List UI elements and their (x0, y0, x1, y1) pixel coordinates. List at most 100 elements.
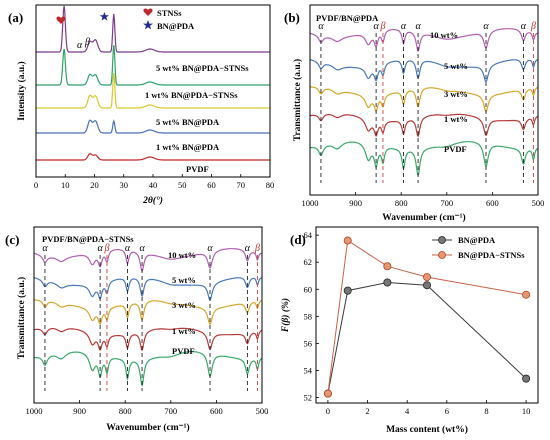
data-point (523, 375, 530, 382)
band-mark-label: β (379, 21, 385, 32)
x-tick-label: 1000 (26, 406, 43, 416)
panel-a-peak-markers: α β (56, 12, 109, 51)
panel-a-beta: β (84, 37, 90, 48)
panel-d-ylabel: F(β) (%) (280, 298, 291, 333)
x-tick-label: 40 (149, 180, 158, 190)
x-tick-label: 60 (207, 180, 216, 190)
panel-b-label-s3: 3 wt% (444, 89, 468, 99)
data-point (384, 279, 391, 286)
band-mark-label: α (207, 243, 213, 254)
panel-a-legend-stnss: STNSs (157, 8, 182, 18)
panel-a-xlabel: 2θ(°) (142, 195, 163, 206)
panel-c-ylabel: Transmittance (a.u.) (16, 277, 27, 359)
panel-a-legend-bnpda: BN@PDA (157, 21, 195, 31)
panel-c-xticks: 1000 900 800 700 600 500 (26, 400, 269, 416)
x-tick-label: 900 (73, 406, 86, 416)
panel-a-legend: STNSs BN@PDA (143, 8, 195, 31)
series-line (36, 154, 269, 160)
x-tick-label: 1000 (302, 198, 319, 208)
panel-c-label-s2: 5 wt% (172, 275, 196, 285)
data-point (423, 282, 430, 289)
data-point (324, 390, 331, 397)
star-icon (100, 12, 109, 21)
panel-a-label: (a) (8, 10, 23, 25)
y-tick-label: 52 (304, 393, 313, 403)
panel-b-label-s1: 10 wt% (430, 30, 458, 40)
band-mark-label: α (318, 21, 324, 32)
x-tick-label: 20 (90, 180, 99, 190)
data-point (523, 291, 530, 298)
panel-a-label-s1: 5 wt% BN@PDA−STNSs (156, 63, 249, 73)
x-tick-label: 50 (178, 180, 187, 190)
panel-a-label-s2: 1 wt% BN@PDA−STNSs (145, 90, 238, 100)
series-line (310, 29, 538, 51)
series-line (36, 6, 269, 52)
x-tick-label: 800 (395, 198, 408, 208)
panel-d-legend-s2: BN@PDA−STNSs (458, 250, 525, 260)
x-tick-label: 6 (445, 406, 449, 416)
band-mark-label: α (401, 21, 407, 32)
panel-b-label-s5: PVDF (444, 144, 467, 154)
band-mark-label: β (254, 243, 260, 254)
panel-a-alpha: α (77, 40, 83, 51)
panel-a-label-s3: 5 wt% BN@PDA (156, 117, 220, 127)
x-tick-label: 500 (532, 198, 545, 208)
panel-a-ylabel: Intensity (a.u.) (16, 61, 27, 120)
panel-c-series-labels: 10 wt% 5 wt% 3 wt% 1 wt% PVDF (168, 250, 196, 356)
x-tick-label: 0 (34, 180, 38, 190)
panel-a-data (36, 6, 269, 160)
panel-d-data (324, 237, 529, 397)
series-line (34, 328, 262, 350)
panel-b-data (310, 29, 538, 176)
x-tick-label: 600 (486, 198, 499, 208)
series-line (34, 352, 262, 386)
band-mark-label: α (483, 21, 489, 32)
series-line (34, 249, 262, 271)
x-tick-label: 600 (210, 406, 223, 416)
y-tick-label: 54 (304, 366, 313, 376)
legend-marker-bnpda-stnss (439, 252, 446, 259)
y-tick-label: 56 (304, 338, 313, 348)
band-mark-label: α (139, 243, 145, 254)
panel-b-title: PVDF/BN@PDA (316, 13, 379, 23)
x-tick-label: 70 (237, 180, 246, 190)
x-tick-label: 800 (119, 406, 132, 416)
x-tick-label: 4 (405, 406, 410, 416)
panel-b-label-s2: 5 wt% (444, 61, 468, 71)
band-mark-label: α (42, 243, 48, 254)
series-line (310, 87, 538, 111)
band-mark-label: α (97, 243, 103, 254)
panel-c-data (34, 249, 262, 386)
panel-c-label-s1: 10 wt% (168, 250, 196, 260)
band-mark-label: α (415, 21, 421, 32)
panel-b-ftir: (b) PVDF/BN@PDA Transmittance (a.u.) Wav… (284, 5, 544, 223)
panel-a-xrd: (a) Intensity (a.u.) 2θ(°) 0 10 20 30 40 50 60… (8, 5, 274, 206)
x-tick-label: 700 (440, 198, 453, 208)
series-line (310, 142, 538, 176)
series-line (34, 278, 262, 300)
x-tick-label: 900 (349, 198, 362, 208)
band-mark-label: α (373, 21, 379, 32)
star-icon (143, 20, 153, 29)
series-line (34, 300, 262, 324)
panel-a-label-s4: 1 wt% BN@PDA (156, 142, 220, 152)
panel-c-frame (34, 227, 262, 403)
band-mark-label: α (521, 21, 527, 32)
panel-c-label-s4: 1 wt% (172, 326, 196, 336)
legend-marker-bnpda (439, 237, 446, 244)
panel-c-xlabel: Wavenumber (cm⁻¹) (106, 422, 189, 433)
panel-b-label: (b) (284, 10, 300, 25)
y-tick-label: 62 (304, 257, 313, 267)
data-point (344, 237, 351, 244)
panel-d-xlabel: Mass content (wt%) (386, 424, 468, 435)
data-point (384, 263, 391, 270)
band-mark-label: α (245, 243, 251, 254)
y-tick-label: 58 (304, 311, 313, 321)
series-line (36, 120, 269, 133)
panel-a-xticks: 0 10 20 30 40 50 60 70 80 (34, 174, 274, 190)
panel-a-label-s5: PVDF (186, 164, 209, 174)
panel-b-xlabel: Wavenumber (cm⁻¹) (382, 212, 465, 223)
panel-d-legend: BN@PDA BN@PDA−STNSs (432, 235, 525, 260)
panel-d-fbeta: (d) F(β) (%) Mass content (wt%) 0 2 4 6 8 10 5… (280, 227, 538, 435)
